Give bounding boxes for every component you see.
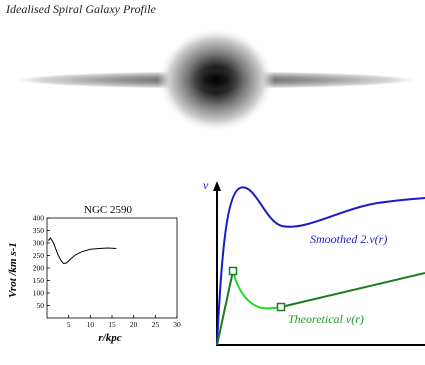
v-axis-label: v <box>203 178 209 192</box>
theoretical-marker-joint <box>276 302 286 312</box>
ngc-y-tick-label: 200 <box>33 264 45 273</box>
ngc-y-tick-label: 250 <box>33 251 45 260</box>
ngc-y-tick-label: 300 <box>33 239 45 248</box>
ngc-x-ticks: 5 10 15 20 25 30 <box>67 315 181 329</box>
ngc-x-tick-label: 25 <box>152 320 160 329</box>
ngc-x-tick-label: 20 <box>130 320 138 329</box>
ngc-y-ticks: 50 100 150 200 250 300 350 400 <box>33 214 50 310</box>
figure-title: Idealised Spiral Galaxy Profile <box>6 2 156 16</box>
ngc-title: NGC 2590 <box>84 204 132 216</box>
theoretical-linear-line <box>280 272 425 308</box>
y-axis-arrowhead <box>213 181 221 191</box>
ngc-y-tick-label: 50 <box>37 301 45 310</box>
smoothed-curve <box>216 186 425 346</box>
schematic-chart: v Smoothed 2.v(r) Theoretical v(r) <box>203 178 425 346</box>
galaxy-image <box>6 28 425 132</box>
ngc-x-tick-label: 30 <box>173 320 181 329</box>
ngc2590-chart: NGC 2590 5 10 15 20 25 30 50 100 150 200 250 300 35… <box>7 204 181 344</box>
ngc-x-tick-label: 15 <box>108 320 116 329</box>
ngc-frame <box>46 217 178 319</box>
ngc-y-tick-label: 100 <box>33 289 45 298</box>
ngc-xlabel: r/kpc <box>98 332 121 344</box>
ngc-y-tick-label: 150 <box>33 276 45 285</box>
ngc-y-tick-label: 400 <box>33 214 45 223</box>
ngc-y-tick-label: 350 <box>33 226 45 235</box>
theoretical-label: Theoretical v(r) <box>288 312 364 326</box>
ngc-x-tick-label: 5 <box>67 320 71 329</box>
ngc-x-tick-label: 10 <box>87 320 95 329</box>
theoretical-curve <box>232 270 282 310</box>
theoretical-marker-peak <box>228 266 238 276</box>
ngc-rotation-curve <box>47 237 117 265</box>
galaxy-core <box>196 67 236 93</box>
smoothed-label: Smoothed 2.v(r) <box>310 232 387 246</box>
theoretical-rise-line <box>216 270 234 346</box>
ngc-ylabel: Vrot /km s-1 <box>7 242 19 298</box>
